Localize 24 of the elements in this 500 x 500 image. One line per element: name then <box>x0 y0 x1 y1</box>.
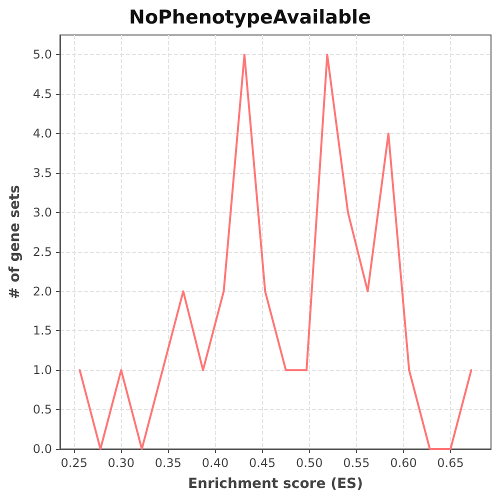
x-tick-label: 0.60 <box>390 456 417 470</box>
y-tick-label: 4.0 <box>32 126 52 141</box>
y-tick-label: 3.0 <box>32 205 52 220</box>
x-tick-label: 0.40 <box>202 456 229 470</box>
x-axis-title: Enrichment score (ES) <box>188 476 364 492</box>
y-tick-label: 1.0 <box>32 363 52 378</box>
y-tick-label: 2.0 <box>32 284 52 298</box>
y-tick-label: 1.5 <box>32 324 52 338</box>
y-axis-title: # of gene sets <box>7 185 23 299</box>
x-tick-label: 0.25 <box>60 456 88 470</box>
line-series <box>78 54 472 450</box>
x-tick-label: 0.55 <box>343 456 370 470</box>
x-tick-label: 0.35 <box>154 456 182 470</box>
y-tick-label: 0.5 <box>32 402 52 417</box>
y-tick-label: 2.5 <box>32 244 52 259</box>
y-tick-label: 4.5 <box>32 87 52 102</box>
x-tick-label: 0.45 <box>248 456 276 470</box>
x-tick-label: 0.30 <box>108 456 135 470</box>
y-tick-label: 5.0 <box>32 48 52 62</box>
x-tick-label: 0.65 <box>437 456 464 470</box>
chart-title: NoPhenotypeAvailable <box>129 6 371 28</box>
y-tick-label: 0.0 <box>32 442 52 456</box>
y-tick-label: 3.5 <box>32 166 52 180</box>
x-tick-label: 0.50 <box>296 456 323 470</box>
